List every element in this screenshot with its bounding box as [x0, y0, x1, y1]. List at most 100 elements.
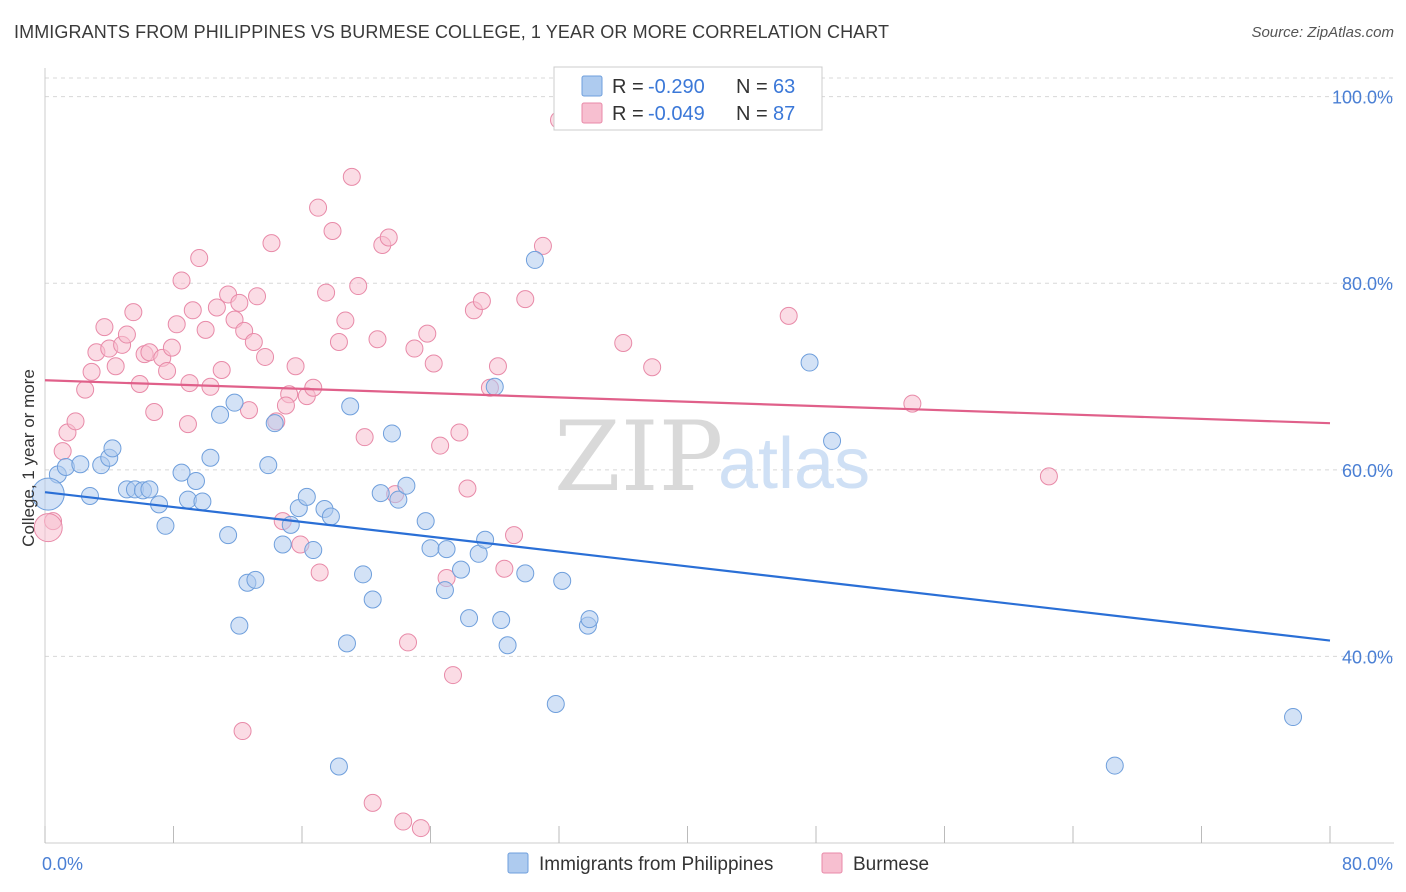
burmese-point — [256, 347, 275, 366]
philippines-point — [230, 616, 249, 635]
legend-r-label-2: R = — [612, 103, 644, 125]
legend-n-value-2: 87 — [773, 103, 795, 125]
philippines-point — [498, 636, 517, 655]
burmese-point — [172, 271, 191, 290]
philippines-point — [156, 516, 175, 535]
philippines-point — [273, 535, 292, 554]
y-tick-label: 60.0% — [1342, 461, 1393, 481]
legend-bottom-label-burmese: Burmese — [853, 854, 929, 875]
burmese-point — [488, 357, 507, 376]
burmese-point — [614, 333, 633, 352]
burmese-point — [779, 306, 798, 325]
philippines-point — [329, 757, 348, 776]
philippines-point — [259, 456, 278, 475]
legend-n-label-2: N = — [736, 103, 768, 125]
philippines-point — [800, 353, 819, 372]
burmese-point — [329, 333, 348, 352]
x-tick-max: 80.0% — [1342, 854, 1393, 874]
philippines-point — [397, 476, 416, 495]
philippines-point — [1284, 708, 1303, 727]
legend-n-label-1: N = — [736, 76, 768, 98]
philippines-trend-line — [44, 491, 1331, 642]
philippines-point — [337, 634, 356, 653]
burmese-point — [158, 361, 177, 380]
legend-swatch-burmese — [581, 102, 603, 124]
burmese-point — [180, 374, 199, 393]
philippines-point — [71, 455, 90, 474]
burmese-point — [145, 402, 164, 421]
burmese-point — [368, 330, 387, 349]
philippines-point — [476, 530, 495, 549]
burmese-point — [495, 559, 514, 578]
burmese-point — [349, 277, 368, 296]
burmese-point — [124, 303, 143, 322]
burmese-point — [379, 228, 398, 247]
chart-title: IMMIGRANTS FROM PHILIPPINES VS BURMESE C… — [14, 22, 890, 42]
burmese-trend-line — [44, 379, 1331, 425]
burmese-point — [443, 666, 462, 685]
philippines-point — [297, 487, 316, 506]
legend-bottom-swatch-burmese — [821, 852, 843, 874]
burmese-point — [336, 311, 355, 330]
legend-bottom: Immigrants from Philippines Burmese — [507, 852, 929, 875]
burmese-point — [505, 526, 524, 545]
x-tick-min: 0.0% — [42, 854, 83, 874]
philippines-point — [516, 564, 535, 583]
burmese-point — [643, 358, 662, 377]
philippines-point — [452, 560, 471, 579]
burmese-point — [323, 222, 342, 240]
burmese-point — [418, 324, 437, 343]
burmese-point — [363, 793, 382, 812]
burmese-point — [276, 396, 295, 415]
burmese-point — [82, 362, 101, 381]
philippines-point — [580, 610, 599, 629]
burmese-point — [405, 339, 424, 358]
philippines-point — [225, 393, 244, 412]
philippines-point — [553, 571, 572, 590]
philippines-point — [354, 565, 373, 584]
philippines-point — [485, 377, 504, 396]
trend-lines — [44, 379, 1331, 642]
burmese-point — [304, 378, 323, 397]
burmese-point — [342, 167, 361, 186]
legend-r-label-1: R = — [612, 76, 644, 98]
burmese-point — [233, 722, 252, 741]
chart-source: Source: ZipAtlas.com — [1251, 24, 1394, 41]
burmese-point — [458, 479, 477, 498]
legend-top: R = -0.290 N = 63 R = -0.049 N = 87 — [553, 66, 823, 131]
philippines-point — [371, 484, 390, 503]
burmese-point — [66, 412, 85, 431]
legend-r-value-1: -0.290 — [648, 76, 705, 98]
burmese-point — [244, 333, 263, 352]
y-axis-label: College, 1 year or more — [19, 369, 38, 547]
burmese-point — [1039, 467, 1058, 486]
watermark-zip: ZIP — [554, 401, 723, 513]
philippines-point — [265, 414, 284, 433]
burmese-point — [248, 287, 267, 306]
burmese-point-large — [33, 513, 63, 543]
burmese-point — [53, 442, 72, 461]
philippines-point — [421, 539, 440, 558]
burmese-point — [903, 394, 922, 413]
philippines-point — [823, 431, 842, 450]
burmese-point — [286, 357, 305, 376]
burmese-point — [117, 325, 136, 344]
burmese-point — [106, 357, 125, 376]
burmese-point — [450, 423, 469, 442]
philippines-point — [211, 405, 230, 424]
philippines-point — [140, 480, 159, 499]
burmese-point — [196, 320, 215, 339]
burmese-point — [76, 380, 95, 399]
burmese-point — [533, 236, 552, 255]
burmese-point — [183, 301, 202, 320]
philippines-point — [193, 492, 212, 511]
philippines-point — [219, 526, 238, 545]
philippines-point — [492, 611, 511, 630]
philippines-point — [341, 397, 360, 416]
burmese-points — [33, 110, 1058, 838]
philippines-point — [172, 463, 191, 482]
burmese-point — [167, 315, 186, 334]
philippines-point — [416, 512, 435, 531]
legend-n-value-1: 63 — [773, 76, 795, 98]
